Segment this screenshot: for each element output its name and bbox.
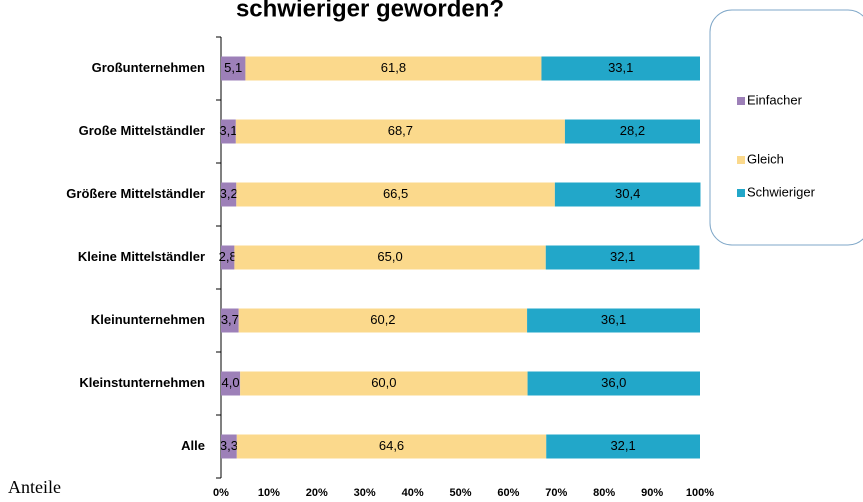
value-label: 60,2 (370, 312, 395, 327)
value-label: 28,2 (620, 123, 645, 138)
value-label: 2,8 (219, 249, 237, 264)
x-tick-label: 100% (686, 487, 714, 499)
y-tick-label: Kleinunternehmen (91, 312, 205, 327)
bar-segment (221, 245, 235, 270)
bar-segment (545, 245, 700, 270)
legend-label: Schwieriger (747, 184, 816, 199)
value-label: 33,1 (608, 60, 633, 75)
legend-marker (737, 189, 745, 197)
chart-title: schwieriger geworden? (236, 0, 504, 22)
legend-marker (737, 156, 745, 164)
bar-segment (245, 56, 542, 81)
value-label: 32,1 (610, 249, 635, 264)
value-label: 68,7 (388, 123, 413, 138)
bar-segment (527, 308, 700, 333)
legend-label: Einfacher (747, 92, 803, 107)
bar-segment (240, 371, 528, 396)
x-tick-label: 60% (497, 487, 519, 499)
bar-segment (234, 245, 546, 270)
bar-segment (546, 434, 700, 459)
value-label: 32,1 (610, 438, 635, 453)
bar-segment (236, 182, 555, 207)
bar-segment (221, 434, 237, 459)
y-tick-label: Kleinstunternehmen (79, 375, 205, 390)
bar-segment (221, 308, 239, 333)
value-label: 61,8 (381, 60, 406, 75)
legend-marker (737, 97, 745, 105)
value-label: 5,1 (224, 60, 242, 75)
value-label: 60,0 (371, 375, 396, 390)
value-label: 66,5 (383, 186, 408, 201)
legend-box (709, 9, 863, 246)
y-tick-label: Große Mittelständler (79, 123, 205, 138)
bar-segment (236, 434, 547, 459)
bar-segment (221, 56, 246, 81)
x-tick-label: 50% (449, 487, 471, 499)
x-tick-label: 30% (354, 487, 376, 499)
y-tick-label: Großunternehmen (92, 60, 205, 75)
y-tick-label: Größere Mittelständler (66, 186, 205, 201)
x-tick-label: 80% (593, 487, 615, 499)
bar-segment (541, 56, 700, 81)
value-label: 36,0 (601, 375, 626, 390)
value-label: 3,3 (220, 438, 238, 453)
y-tick-label: Kleine Mittelständler (78, 249, 205, 264)
bar-segment (527, 371, 700, 396)
bar-segment (238, 308, 528, 333)
value-label: 30,4 (615, 186, 640, 201)
bar-segment (235, 119, 565, 144)
note: Anteile (8, 477, 61, 497)
x-tick-label: 0% (213, 487, 229, 499)
value-label: 4,0 (222, 375, 240, 390)
value-label: 64,6 (379, 438, 404, 453)
value-label: 65,0 (377, 249, 402, 264)
x-tick-label: 10% (258, 487, 280, 499)
bar-segment (564, 119, 700, 144)
x-tick-label: 20% (306, 487, 328, 499)
bar-segment (221, 371, 241, 396)
x-tick-label: 70% (545, 487, 567, 499)
value-label: 3,2 (220, 186, 238, 201)
legend-label: Gleich (747, 151, 784, 166)
bar-segment (554, 182, 701, 207)
value-label: 3,7 (221, 312, 239, 327)
x-tick-label: 40% (402, 487, 424, 499)
bar-segment (221, 119, 236, 144)
value-label: 3,1 (219, 123, 237, 138)
y-tick-label: Alle (181, 438, 205, 453)
bar-segment (221, 182, 237, 207)
x-tick-label: 90% (641, 487, 663, 499)
value-label: 36,1 (601, 312, 626, 327)
